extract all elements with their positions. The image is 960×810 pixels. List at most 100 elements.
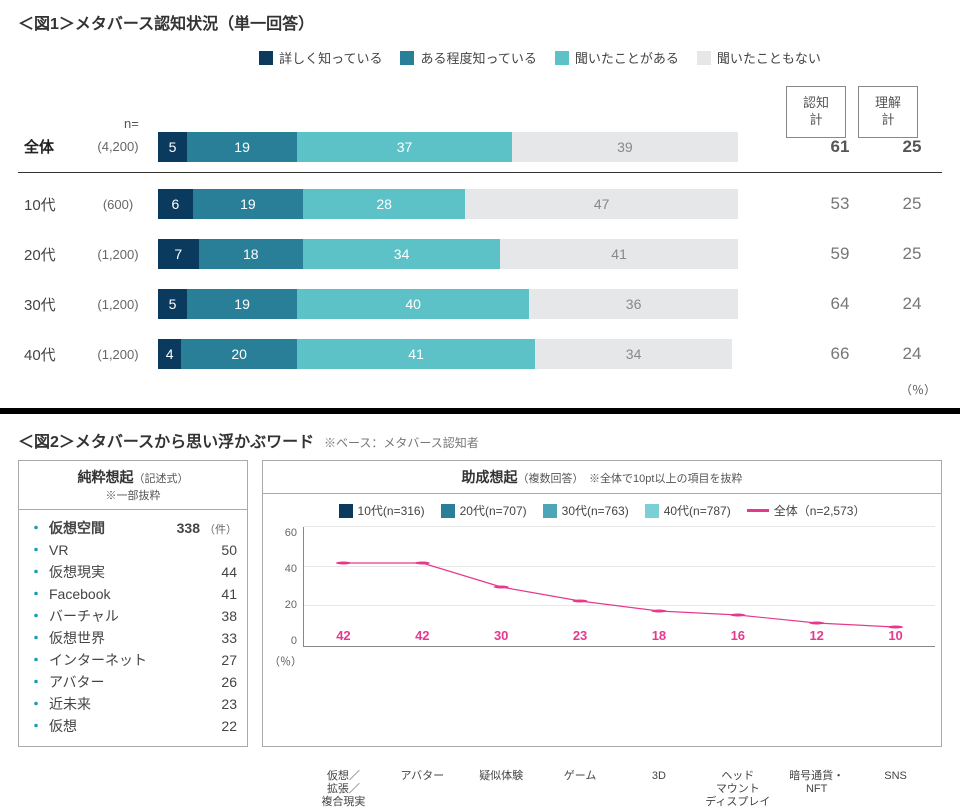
word-label: アバター: [49, 672, 193, 692]
row-nums: 66 24: [810, 344, 942, 364]
row-label: 20代: [18, 244, 78, 265]
bar-segment: 39: [512, 132, 738, 162]
bar-segment: 34: [303, 239, 500, 269]
group-value: 12: [777, 628, 856, 643]
bar-segment: 41: [297, 339, 535, 369]
fig1-legend: 詳しく知っているある程度知っている聞いたことがある聞いたこともない: [138, 48, 942, 67]
bar-segment: 20: [181, 339, 297, 369]
legend-line-swatch: [747, 509, 769, 512]
num-val: 25: [882, 137, 942, 157]
num-val: 66: [810, 344, 870, 364]
group-value: 42: [383, 628, 462, 643]
group-value: 10: [856, 628, 935, 643]
word-count: 27: [193, 652, 237, 668]
bar-segment: 19: [187, 289, 297, 319]
legend-item: 40代(n=787): [645, 502, 731, 519]
legend-swatch: [259, 51, 273, 65]
right-head-sub: （複数回答） ※全体で10pt以上の項目を抜粋: [518, 473, 743, 485]
legend-swatch: [543, 504, 557, 518]
fig2-pct-label: （％）: [269, 653, 302, 669]
word-count: 22: [193, 718, 237, 734]
fig1-rows: 全体 (4,200) 5193739 61 25 10代 (600) 61928…: [18, 127, 942, 377]
bar-segment: 5: [158, 132, 187, 162]
word-row: ・ 近未来 23: [29, 694, 237, 714]
word-row: ・ 仮想世界 33: [29, 628, 237, 648]
data-row: 30代 (1,200) 5194036 64 24: [18, 281, 942, 327]
group-value: 23: [541, 628, 620, 643]
word-row: ・ VR 50: [29, 540, 237, 560]
fig2-subtitle: ※ベース：メタバース認知者: [324, 436, 479, 450]
legend-swatch: [441, 504, 455, 518]
bar-segment: 19: [187, 132, 297, 162]
legend-item-line: 全体（n=2,573）: [747, 502, 866, 519]
word-label: 仮想: [49, 716, 193, 736]
group-label: 暗号通貨・NFT: [777, 770, 856, 796]
word-label: バーチャル: [49, 606, 193, 626]
y-tick: 60: [269, 527, 297, 539]
right-head-title: 助成想起: [462, 469, 518, 485]
num-val: 64: [810, 294, 870, 314]
word-count: 38: [193, 608, 237, 624]
word-label: VR: [49, 542, 193, 558]
group-label: 仮想／拡張／複合現実: [304, 770, 383, 810]
legend-swatch: [645, 504, 659, 518]
word-count: 23: [193, 696, 237, 712]
fig2-title: ＜図2＞メタバースから思い浮かぶワード: [18, 434, 314, 451]
legend-swatch: [400, 51, 414, 65]
gridline: [304, 605, 935, 606]
group-label: 疑似体験: [462, 770, 541, 783]
row-label: 10代: [18, 194, 78, 215]
bullet-icon: ・: [29, 650, 43, 670]
legend-swatch: [339, 504, 353, 518]
bullet-icon: ・: [29, 562, 43, 582]
row-nums: 61 25: [810, 137, 942, 157]
row-nums: 59 25: [810, 244, 942, 264]
data-row: 40代 (1,200) 4204134 66 24: [18, 331, 942, 377]
legend-swatch: [555, 51, 569, 65]
bullet-icon: ・: [29, 694, 43, 714]
legend-item: 聞いたことがある: [555, 48, 679, 67]
word-list: ・ 仮想空間 338 （件）・ VR 50 ・ 仮想現実 44 ・ Facebo…: [19, 510, 247, 746]
y-tick: 20: [269, 599, 297, 611]
bullet-icon: ・: [29, 628, 43, 648]
legend-item: ある程度知っている: [400, 48, 536, 67]
row-nums: 64 24: [810, 294, 942, 314]
word-count: 44: [193, 564, 237, 580]
word-label: 仮想現実: [49, 562, 193, 582]
gridline: [304, 526, 935, 527]
head-box: 理解計: [858, 86, 918, 138]
bullet-icon: ・: [29, 716, 43, 736]
word-count: 50: [193, 542, 237, 558]
bar-segment: 37: [297, 132, 512, 162]
legend-item: 20代(n=707): [441, 502, 527, 519]
word-row: ・ アバター 26: [29, 672, 237, 692]
figure-2: ＜図2＞メタバースから思い浮かぶワード ※ベース：メタバース認知者 純粋想起（記…: [0, 422, 960, 761]
bar-segment: 5: [158, 289, 187, 319]
legend-swatch: [697, 51, 711, 65]
legend-item: 10代(n=316): [339, 502, 425, 519]
count-unit: （件）: [204, 521, 237, 537]
left-head-sub: （記述式）: [134, 473, 189, 485]
num-val: 59: [810, 244, 870, 264]
stacked-bar: 7183441: [158, 239, 738, 269]
word-count: 338: [156, 520, 200, 536]
y-tick: 40: [269, 563, 297, 575]
bar-segment: 41: [500, 239, 738, 269]
n-label: n=: [124, 116, 139, 131]
gridline: [304, 566, 935, 567]
bar-segment: 36: [529, 289, 738, 319]
bar-segment: 18: [199, 239, 303, 269]
row-n: (4,200): [78, 139, 158, 154]
bullet-icon: ・: [29, 540, 43, 560]
word-row: ・ 仮想 22: [29, 716, 237, 736]
word-row: ・ 仮想空間 338 （件）: [29, 518, 237, 538]
fig2-title-row: ＜図2＞メタバースから思い浮かぶワード ※ベース：メタバース認知者: [18, 428, 942, 452]
figure-1: ＜図1＞メタバース認知状況（単一回答） 詳しく知っているある程度知っている聞いた…: [0, 0, 960, 402]
bullet-icon: ・: [29, 606, 43, 626]
bar-segment: 40: [297, 289, 529, 319]
word-row: ・ Facebook 41: [29, 584, 237, 604]
data-row: 20代 (1,200) 7183441 59 25: [18, 231, 942, 277]
stacked-bar: 4204134: [158, 339, 738, 369]
fig1-head-boxes: 認知計理解計: [786, 86, 918, 138]
bar-segment: 19: [193, 189, 303, 219]
